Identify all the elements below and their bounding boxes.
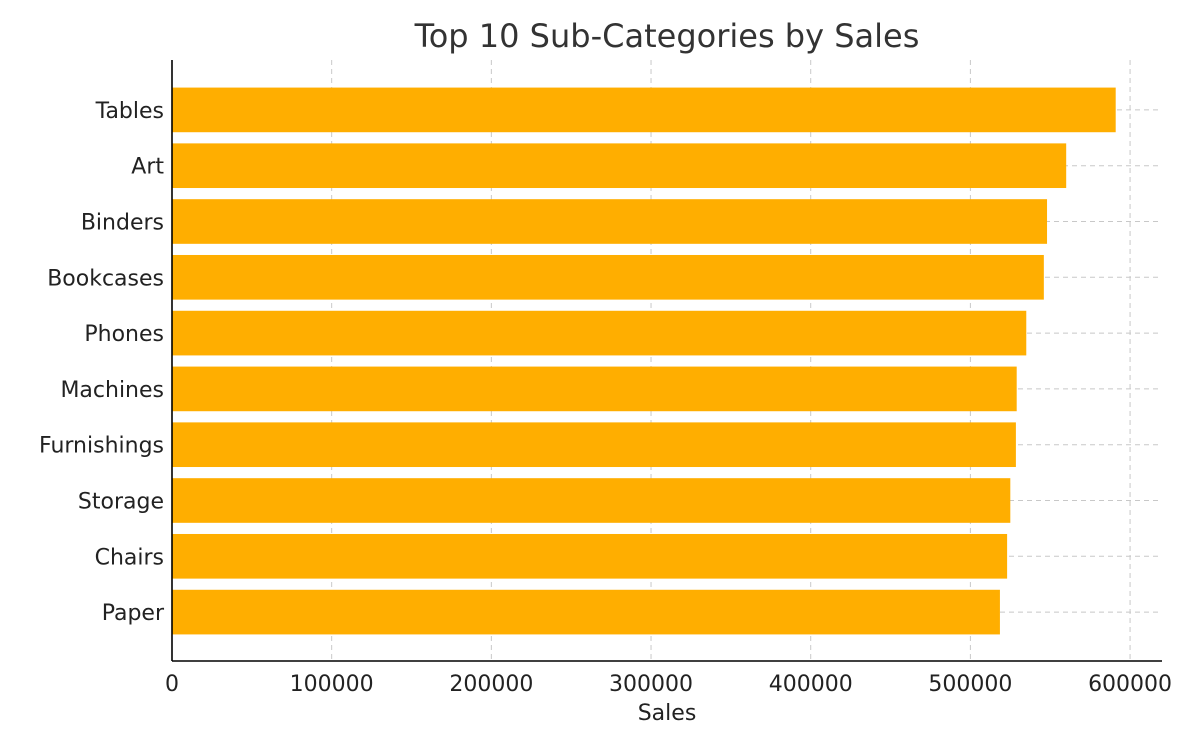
y-tick-label: Furnishings — [39, 434, 164, 459]
bar-tables — [172, 87, 1116, 133]
y-tick-labels: Tables Art Binders Bookcases Phones Machines F… — [39, 99, 165, 626]
x-tick-label: 200000 — [449, 672, 533, 697]
bar-chairs — [172, 533, 1008, 579]
bar-bookcases — [172, 254, 1044, 300]
x-tick-label: 600000 — [1088, 672, 1172, 697]
bar-machines — [172, 366, 1017, 412]
y-tick-label: Phones — [84, 322, 164, 347]
chart-title: Top 10 Sub-Categories by Sales — [414, 17, 920, 55]
x-tick-label: 0 — [165, 672, 179, 697]
bar-art — [172, 143, 1067, 189]
bar-binders — [172, 199, 1048, 244]
x-tick-label: 300000 — [609, 672, 693, 697]
y-tick-label: Binders — [81, 211, 164, 236]
x-tick-labels: 0 100000 200000 300000 400000 500000 600000 — [165, 672, 1172, 697]
y-tick-label: Art — [131, 155, 164, 180]
y-tick-label: Chairs — [95, 545, 164, 570]
bar-paper — [172, 589, 1000, 635]
y-tick-label: Tables — [95, 99, 164, 124]
y-tick-label: Bookcases — [47, 266, 164, 291]
x-tick-label: 100000 — [290, 672, 374, 697]
bars — [172, 87, 1116, 635]
x-axis-label: Sales — [638, 701, 697, 726]
y-tick-label: Paper — [102, 601, 165, 626]
bar-storage — [172, 478, 1011, 523]
bar-phones — [172, 310, 1027, 356]
x-tick-label: 500000 — [928, 672, 1012, 697]
x-tick-label: 400000 — [769, 672, 853, 697]
bar-furnishings — [172, 422, 1016, 468]
y-tick-label: Storage — [78, 490, 164, 515]
y-tick-label: Machines — [60, 378, 164, 403]
